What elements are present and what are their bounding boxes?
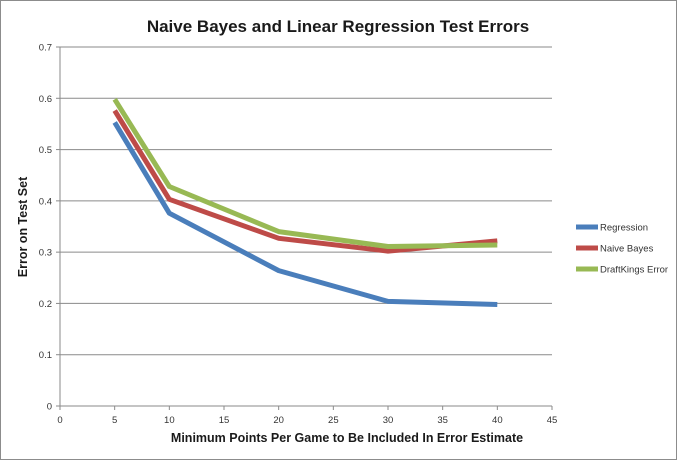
gridlines — [60, 46, 552, 356]
x-tick-label: 40 — [492, 415, 503, 426]
legend: Regression Naive Bayes DraftKings Error — [576, 223, 668, 276]
x-tick-label: 20 — [273, 415, 284, 426]
y-tick-label: 0.5 — [39, 145, 52, 156]
y-tick-label: 0.6 — [39, 94, 52, 105]
x-tick-label: 5 — [112, 415, 117, 426]
y-tick-label: 0.7 — [39, 43, 52, 54]
x-tick-label: 15 — [219, 415, 230, 426]
y-tick-label: 0 — [47, 402, 52, 413]
x-tick-label: 0 — [57, 415, 62, 426]
chart-title: Naive Bayes and Linear Regression Test E… — [147, 17, 529, 36]
series-line-naive-bayes — [112, 109, 498, 254]
x-axis-title: Minimum Points Per Game to Be Included I… — [171, 431, 523, 445]
x-tick-labels: 0 5 10 15 20 25 30 35 40 45 — [57, 415, 557, 426]
axes — [56, 46, 553, 410]
x-tick-label: 30 — [383, 415, 394, 426]
series-line-regression — [112, 121, 498, 307]
y-tick-label: 0.3 — [39, 248, 52, 259]
series-line-draftkings-error — [112, 97, 498, 249]
x-tick-label: 35 — [437, 415, 448, 426]
x-tick-label: 45 — [547, 415, 558, 426]
legend-label-regression: Regression — [600, 223, 648, 234]
x-tick-label: 10 — [164, 415, 175, 426]
legend-label-naive-bayes: Naive Bayes — [600, 244, 654, 255]
legend-label-draftkings-error: DraftKings Error — [600, 265, 668, 276]
y-axis-title: Error on Test Set — [16, 176, 30, 277]
x-tick-label: 25 — [328, 415, 339, 426]
y-tick-label: 0.2 — [39, 299, 52, 310]
y-tick-labels: 0 0.1 0.2 0.3 0.4 0.5 0.6 0.7 — [39, 43, 52, 413]
y-tick-label: 0.1 — [39, 350, 52, 361]
series-lines — [112, 97, 498, 307]
y-tick-label: 0.4 — [39, 196, 52, 207]
